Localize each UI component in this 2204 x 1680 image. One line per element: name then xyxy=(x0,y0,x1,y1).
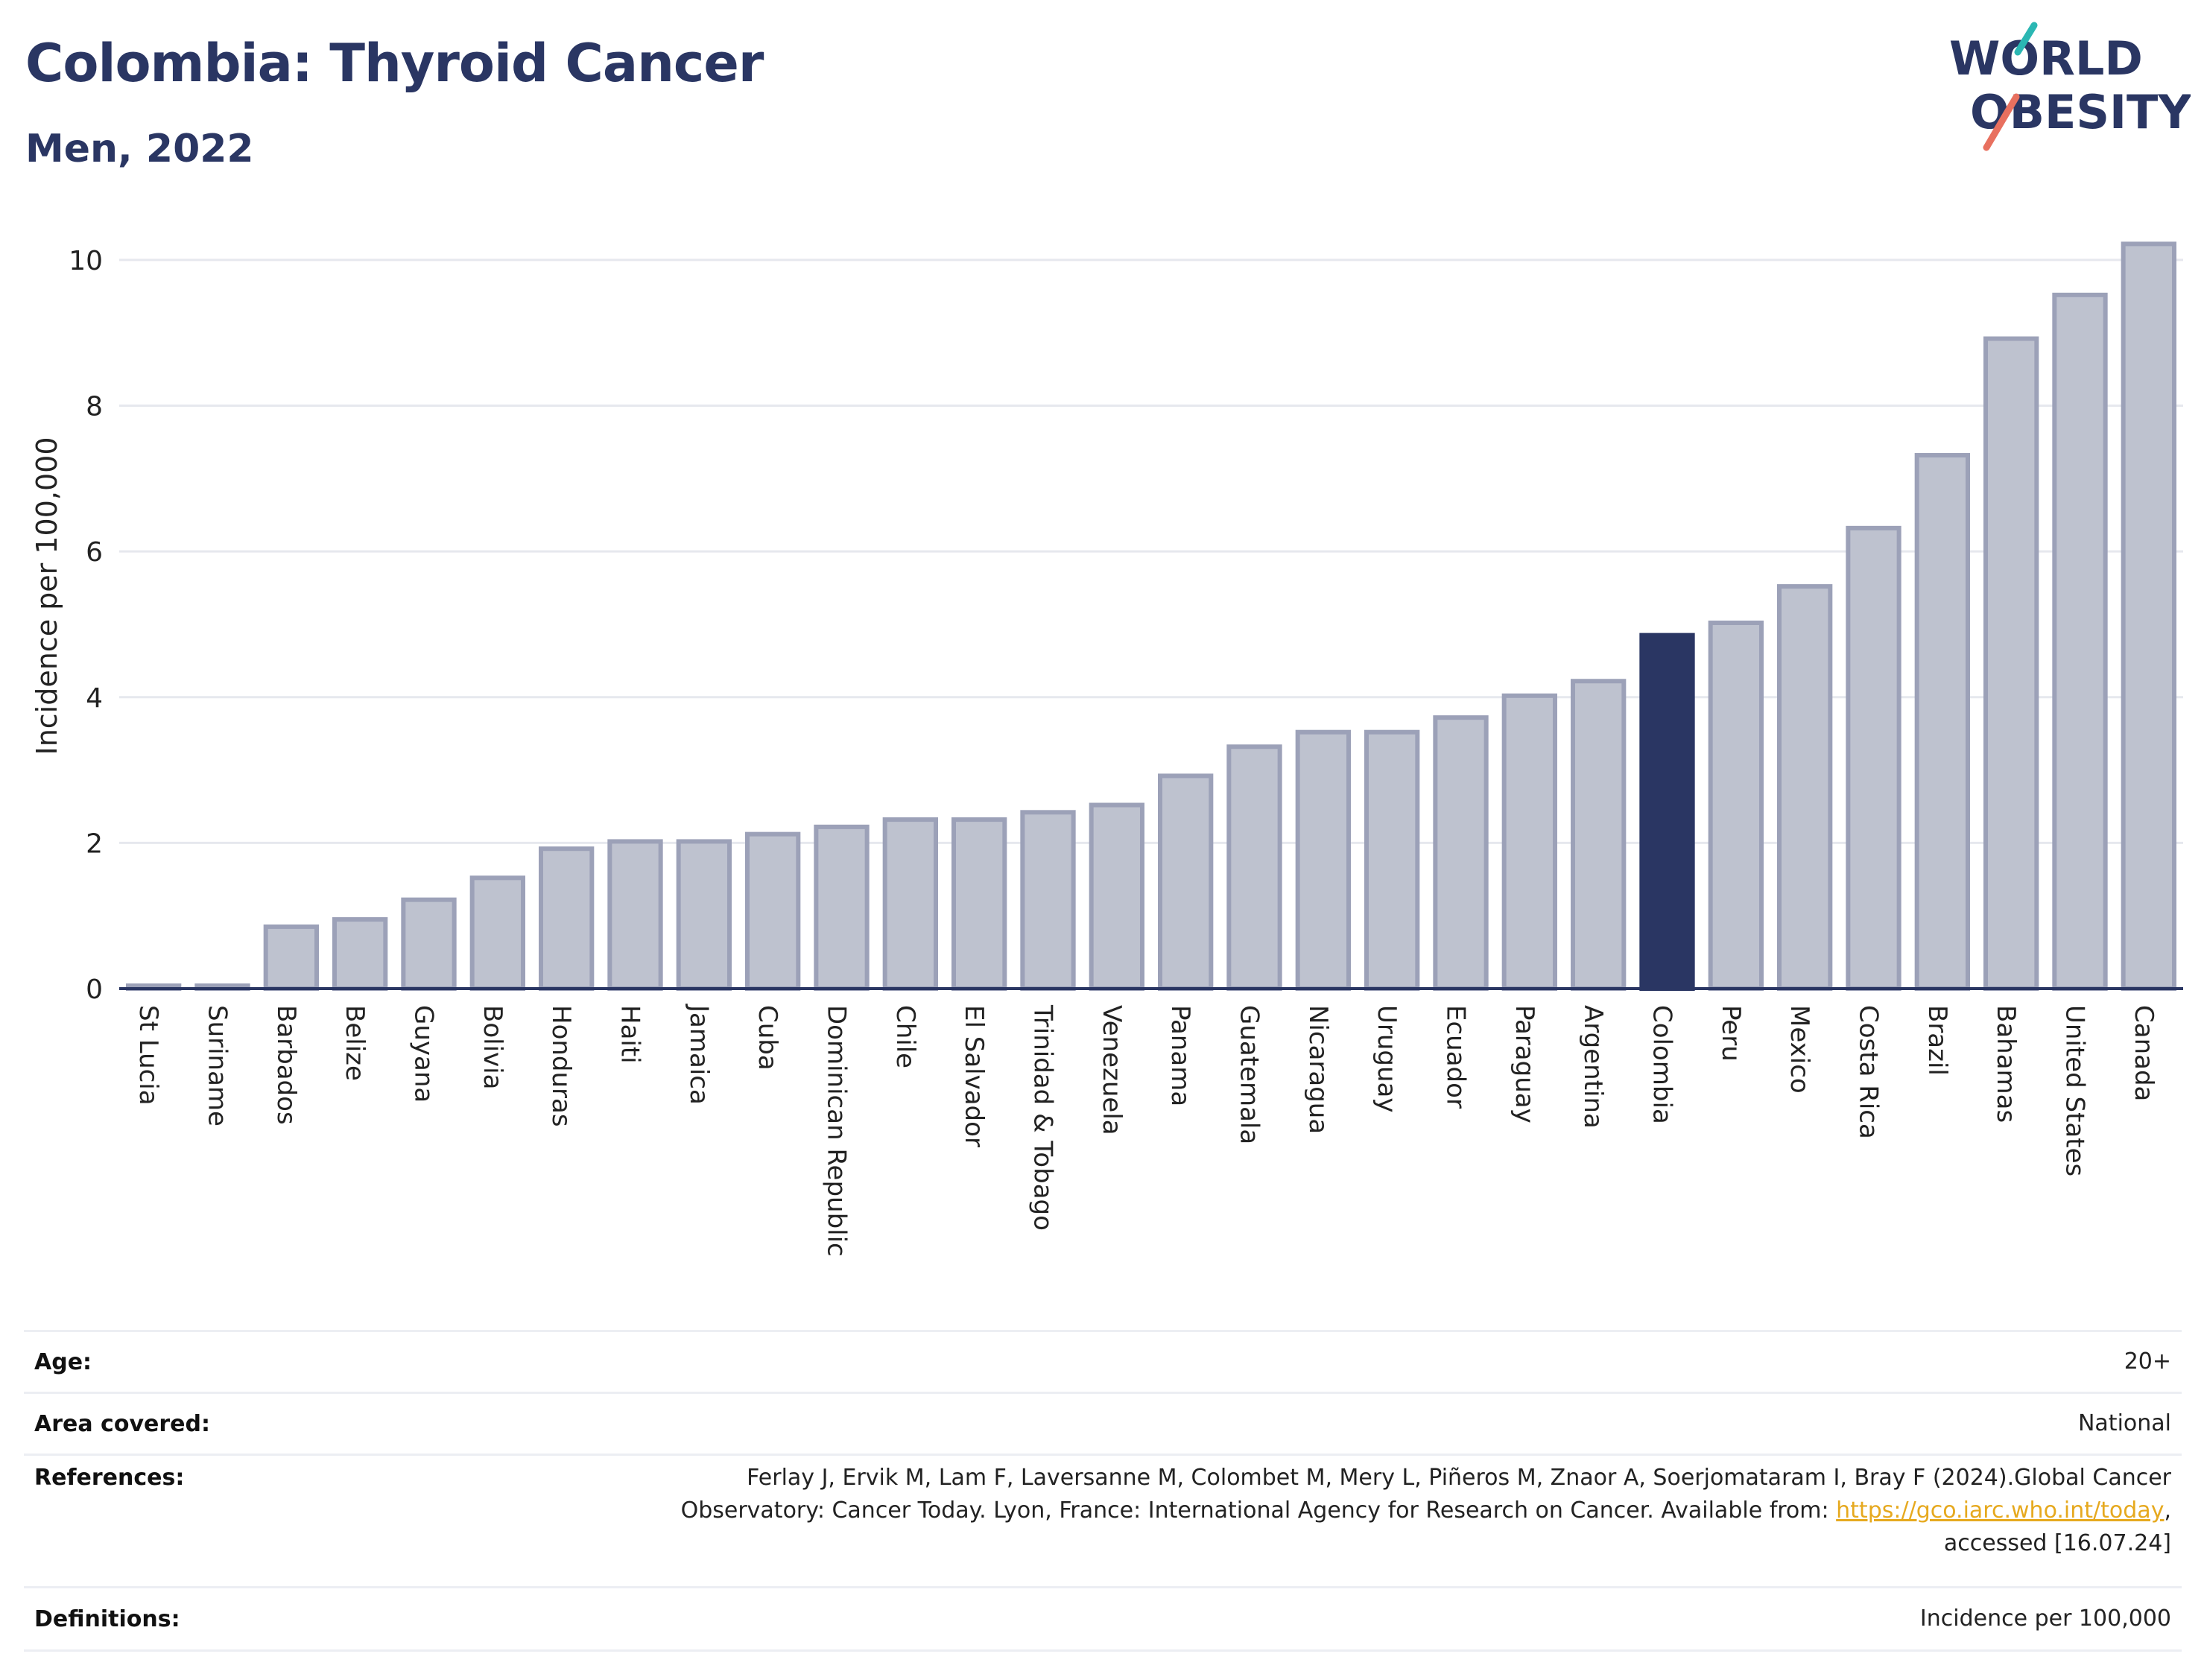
world-obesity-logo: WORLD OBESITY xyxy=(1949,22,2191,151)
age-value: 20+ xyxy=(2124,1348,2171,1375)
y-tick-label: 0 xyxy=(86,974,103,1005)
logo-accent-red xyxy=(1983,93,2020,151)
bar-mexico xyxy=(1777,584,1833,991)
x-tick-label: Brazil xyxy=(1922,1005,1952,1076)
y-tick-labels: 0 2 4 6 8 10 xyxy=(69,246,103,1005)
age-label: Age: xyxy=(34,1348,92,1375)
bar-jamaica xyxy=(676,839,732,992)
x-tick-label: Honduras xyxy=(546,1005,576,1127)
bar-argentina xyxy=(1571,679,1627,992)
gridlines xyxy=(119,259,2183,844)
x-tick-label: Suriname xyxy=(203,1005,232,1126)
x-tick-label: Bahamas xyxy=(1991,1005,2021,1123)
references-row: References: Ferlay J, Ervik M, Lam F, La… xyxy=(24,1454,2182,1586)
x-tick-label: Ecuador xyxy=(1441,1005,1471,1109)
bar-bolivia xyxy=(469,875,525,991)
x-tick-label: Mexico xyxy=(1785,1005,1814,1094)
x-tick-label: Venezuela xyxy=(1097,1005,1127,1135)
bar-panama xyxy=(1158,773,1214,992)
bar-colombia xyxy=(1639,633,1695,991)
bar-barbados xyxy=(263,924,319,992)
x-tick-label: Argentina xyxy=(1578,1005,1608,1129)
x-tick-label: Guatemala xyxy=(1235,1005,1264,1144)
references-line1: Ferlay J, Ervik M, Lam F, Laversanne M, … xyxy=(747,1465,2171,1491)
bar-belize xyxy=(332,917,388,991)
bar-haiti xyxy=(607,839,663,992)
area-value: National xyxy=(2077,1410,2171,1436)
x-tick-label: Nicaragua xyxy=(1303,1005,1333,1134)
x-tick-label: Bolivia xyxy=(478,1005,507,1089)
y-tick-label: 10 xyxy=(69,246,103,276)
references-value: Ferlay J, Ervik M, Lam F, Laversanne M, … xyxy=(681,1462,2182,1586)
bar-chart: 0 2 4 6 8 10 St Lucia Suriname Barbados Belize Gu… xyxy=(31,241,2183,1257)
bar-chile xyxy=(882,817,938,991)
x-tick-label: Costa Rica xyxy=(1854,1005,1884,1139)
y-axis-label: Incidence per 100,000 xyxy=(31,437,63,755)
bar-guatemala xyxy=(1226,744,1282,992)
references-comma: , xyxy=(2164,1497,2171,1524)
bar-nicaragua xyxy=(1295,729,1351,991)
chart-title: Colombia: Thyroid Cancer xyxy=(25,33,764,94)
x-tick-label: Canada xyxy=(2129,1005,2159,1101)
definitions-row: Definitions: Incidence per 100,000 xyxy=(24,1586,2182,1652)
bar-bahamas xyxy=(1983,336,2039,991)
x-tick-label: Dominican Republic xyxy=(822,1005,852,1257)
x-tick-label: Belize xyxy=(340,1005,370,1081)
chart-subtitle: Men, 2022 xyxy=(25,127,254,171)
bars xyxy=(126,241,2176,992)
x-tick-label: Jamaica xyxy=(684,1004,714,1105)
info-table: Age: 20+ Area covered: National Referenc… xyxy=(24,1330,2182,1652)
x-tick-label: Peru xyxy=(1716,1005,1746,1062)
x-tick-label: Panama xyxy=(1165,1005,1195,1106)
area-row: Area covered: National xyxy=(24,1392,2182,1454)
bar-dominican-republic xyxy=(814,824,870,992)
x-tick-label: El Salvador xyxy=(959,1005,989,1147)
definitions-label: Definitions: xyxy=(34,1605,180,1632)
bar-peru xyxy=(1708,620,1764,992)
x-tick-label: Barbados xyxy=(271,1005,301,1125)
bar-ecuador xyxy=(1433,715,1489,991)
definitions-value: Incidence per 100,000 xyxy=(1919,1605,2171,1632)
x-tick-label: Uruguay xyxy=(1372,1005,1402,1113)
bar-paraguay xyxy=(1501,693,1557,991)
x-tick-label: Haiti xyxy=(615,1005,645,1064)
age-row: Age: 20+ xyxy=(24,1330,2182,1392)
bar-canada xyxy=(2121,241,2176,991)
bar-brazil xyxy=(1914,453,1970,991)
bar-costa-rica xyxy=(1846,525,1901,991)
bar-honduras xyxy=(539,846,595,991)
references-label: References: xyxy=(34,1465,185,1491)
bar-guyana xyxy=(401,897,457,991)
logo-accent-teal xyxy=(2014,22,2038,56)
bar-el-salvador xyxy=(951,817,1007,991)
x-tick-label: Chile xyxy=(890,1005,920,1068)
x-tick-label: Paraguay xyxy=(1510,1005,1539,1123)
bar-trinidad-tobago xyxy=(1020,810,1076,991)
bar-venezuela xyxy=(1089,802,1144,992)
x-tick-label: Colombia xyxy=(1647,1005,1677,1124)
bar-cuba xyxy=(745,831,801,991)
y-tick-label: 2 xyxy=(86,828,103,859)
x-tick-labels: St Lucia Suriname Barbados Belize Guyana Boli… xyxy=(133,1004,2159,1257)
bar-uruguay xyxy=(1364,729,1420,991)
references-line3: accessed [16.07.24] xyxy=(1943,1530,2171,1556)
logo-line1: WORLD xyxy=(1949,31,2143,86)
bar-united-states xyxy=(2052,292,2108,991)
references-line2: Observatory: Cancer Today. Lyon, France:… xyxy=(680,1497,1837,1524)
x-tick-label: Trinidad & Tobago xyxy=(1028,1004,1058,1231)
x-tick-label: St Lucia xyxy=(133,1005,163,1106)
x-tick-label: Cuba xyxy=(753,1005,782,1071)
x-tick-label: Guyana xyxy=(409,1005,439,1103)
x-tick-label: United States xyxy=(2060,1005,2090,1176)
area-label: Area covered: xyxy=(34,1410,210,1437)
y-tick-label: 4 xyxy=(86,683,103,714)
y-tick-label: 8 xyxy=(86,392,103,422)
references-link[interactable]: https://gco.iarc.who.int/today xyxy=(1836,1497,2165,1524)
y-tick-label: 6 xyxy=(86,537,103,568)
